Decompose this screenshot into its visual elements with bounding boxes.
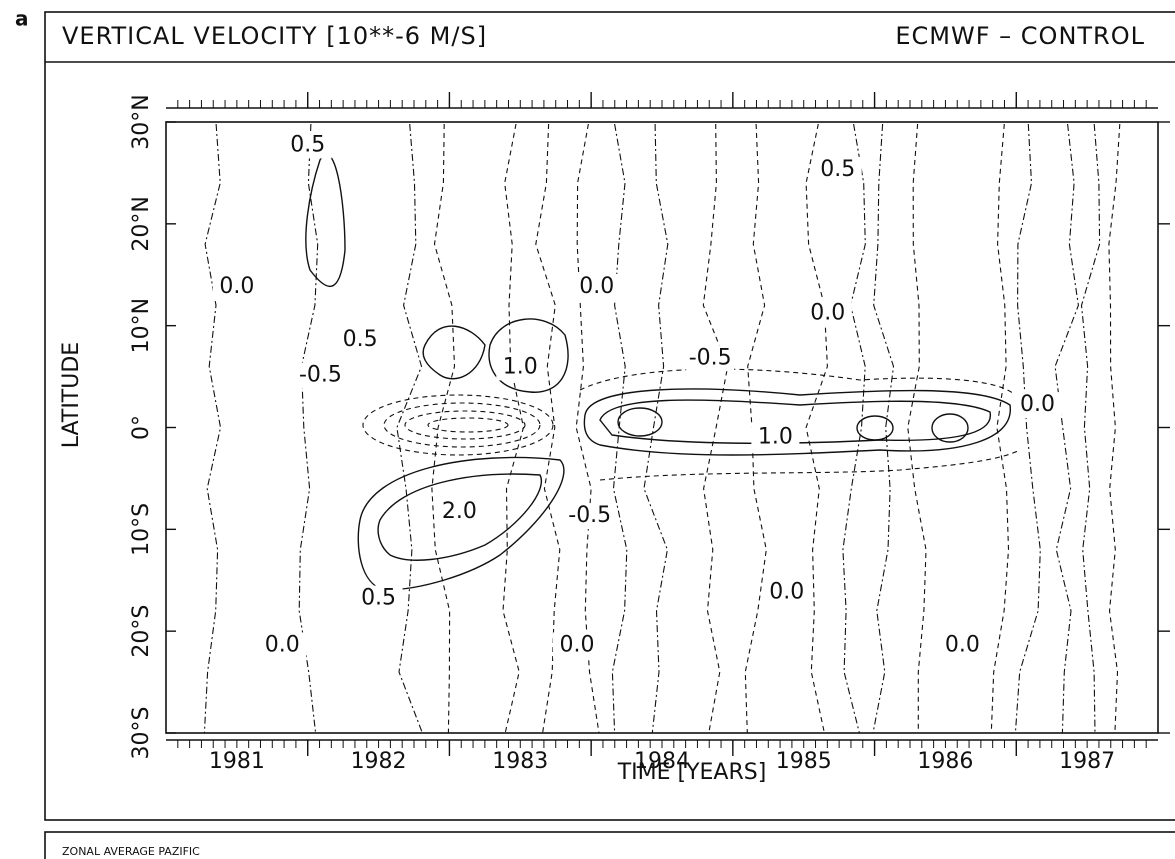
x-tick-label: 1983: [492, 749, 548, 774]
y-axis-label: LATITUDE: [59, 342, 84, 448]
contour: [377, 473, 543, 561]
label-bg: [336, 326, 385, 353]
label-bg: [686, 345, 735, 372]
contour-label: 2.0: [442, 499, 477, 524]
contour: [1080, 123, 1101, 734]
contour: [427, 417, 509, 433]
y-tick-label: 30°S: [129, 707, 154, 760]
contour: [702, 123, 729, 734]
contour-label: -0.5: [568, 503, 611, 528]
contour: [396, 123, 423, 734]
y-tick-label: 0°: [129, 415, 154, 440]
contour: [617, 407, 663, 437]
contour: [1014, 123, 1041, 734]
label-bg: [751, 424, 800, 451]
contour: [305, 153, 346, 287]
contour-label: 0.0: [559, 632, 594, 657]
y-tick-label: 10°S: [129, 503, 154, 556]
contour: [856, 415, 894, 441]
label-bg: [938, 632, 987, 659]
label-bg: [572, 273, 621, 300]
x-tick-label: 1982: [351, 749, 407, 774]
contour: [298, 123, 319, 734]
x-tick-label: 1986: [917, 749, 973, 774]
chart-subtitle: ECMWF – CONTROL: [895, 22, 1145, 50]
contour: [575, 123, 600, 734]
contour-label: 0.0: [769, 579, 804, 604]
contour: [643, 123, 669, 734]
x-tick-label: 1985: [776, 749, 832, 774]
y-tick-label: 30°N: [129, 94, 154, 149]
label-bg: [283, 132, 332, 159]
contour: [404, 410, 526, 440]
contour-label: 1.0: [503, 354, 538, 379]
x-tick-label: 1981: [209, 749, 265, 774]
contour: [583, 388, 1011, 456]
label-bg: [1013, 392, 1062, 419]
label-bg: [435, 499, 484, 526]
contour: [1054, 123, 1079, 734]
contour: [907, 123, 927, 733]
contour-label: -0.5: [689, 345, 732, 370]
contour-label: 0.0: [219, 274, 254, 299]
footer-frame: [44, 831, 1175, 859]
contour: [931, 413, 969, 443]
chart-title: VERTICAL VELOCITY [10**-6 M/S]: [62, 22, 487, 50]
contour-label: 0.5: [290, 132, 325, 157]
x-tick-label: 1987: [1059, 749, 1115, 774]
contour: [872, 123, 895, 734]
label-bg: [296, 362, 345, 389]
contour-label: 0.0: [945, 632, 980, 657]
label-bg: [212, 273, 261, 300]
contour: [805, 123, 828, 734]
contour: [1108, 123, 1121, 734]
contour: [611, 123, 628, 734]
contour: [362, 394, 554, 456]
contour: [599, 399, 991, 444]
contour: [842, 123, 866, 734]
label-bg: [552, 632, 601, 659]
label-bg: [496, 354, 545, 381]
label-bg: [813, 156, 862, 183]
contour: [599, 449, 1021, 481]
contour: [203, 123, 222, 734]
panel-label: a: [15, 7, 29, 31]
contour: [431, 123, 456, 734]
contour-label: 0.5: [361, 586, 396, 611]
contour: [990, 123, 1010, 734]
x-tick-label: 1984: [634, 749, 690, 774]
contour-label: 0.5: [343, 327, 378, 352]
contour: [502, 123, 525, 734]
footer-text: ZONAL AVERAGE PAZIFIC: [62, 845, 200, 858]
contour-label: 0.0: [265, 632, 300, 657]
outer-frame: [44, 11, 1175, 821]
label-bg: [803, 300, 852, 327]
contour-label: 0.0: [1020, 392, 1055, 417]
contour-label: -0.5: [299, 363, 342, 388]
contour: [383, 402, 541, 448]
contour: [579, 368, 1016, 396]
contour-label: 0.0: [579, 274, 614, 299]
contour: [535, 123, 561, 734]
contours-zero: [203, 123, 1121, 734]
y-tick-label: 20°N: [129, 196, 154, 251]
label-bg: [258, 632, 307, 659]
x-axis-label: TIME [YEARS]: [617, 760, 767, 785]
contour: [422, 325, 486, 380]
label-bg: [565, 503, 614, 530]
label-bg: [354, 585, 403, 612]
label-bg: [762, 579, 811, 606]
contours: [305, 153, 1021, 591]
contour-label: 1.0: [758, 425, 793, 450]
contour-label: 0.0: [810, 300, 845, 325]
y-tick-label: 10°N: [129, 298, 154, 353]
y-tick-label: 20°S: [129, 605, 154, 658]
contour-label: 0.5: [820, 157, 855, 182]
